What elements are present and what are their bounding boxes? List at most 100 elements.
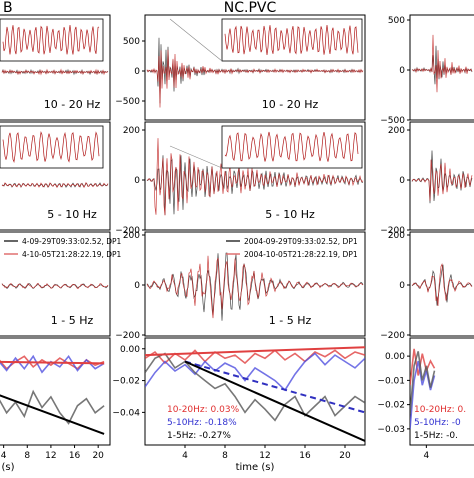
- fit-line: [0, 360, 105, 365]
- x-tick-label: 16: [299, 451, 311, 461]
- strain-series: [0, 389, 105, 425]
- band-label: 10 - 20 Hz: [44, 98, 101, 111]
- station-left-row-3: 1 - 5 Hz 4-09-29T09:33:02.52, DP1 4-10-05T…: [0, 231, 122, 337]
- x-axis-label: (s): [1, 462, 14, 473]
- left-station-title: B: [3, 0, 13, 16]
- y-tick-label: −0.01: [377, 376, 405, 386]
- x-tick-label: 4: [1, 451, 7, 461]
- y-tick-label: 0: [399, 66, 405, 76]
- strain-series: [145, 352, 365, 392]
- x-tick-label: 16: [69, 451, 81, 461]
- legend-label: 2004-10-05T21:28:22.19, DP1: [244, 250, 358, 259]
- waveform-trace-event-2: [411, 159, 473, 201]
- waveform-trace-event-1: [411, 45, 473, 85]
- legend-label: 2004-09-29T09:33:02.52, DP1: [244, 237, 358, 246]
- band-label: 1 - 5 Hz: [51, 314, 94, 327]
- x-tick-label: 12: [259, 451, 270, 461]
- x-tick-label: 4: [423, 451, 429, 461]
- plot-layer: 10 - 20 Hz 5 - 10 Hz 1 - 5 Hz 4-09-29T09:33…: [0, 14, 474, 473]
- y-tick-label: −0.03: [377, 425, 405, 435]
- band-label: 5 - 10 Hz: [265, 208, 315, 221]
- x-tick-label: 8: [24, 451, 30, 461]
- x-axis-label: time (s): [236, 462, 275, 473]
- axes-frame: [144, 231, 366, 337]
- axes-frame: [144, 337, 366, 446]
- station-right-row-4: 0.00 −0.01 −0.02 −0.03 4 10-20Hz: 0. 5-10Hz: -…: [377, 337, 474, 461]
- rate-annotation: 10-20Hz: 0.: [414, 405, 466, 415]
- y-tick-label: 0: [399, 281, 405, 291]
- station-left-row-2: 5 - 10 Hz: [0, 121, 111, 231]
- band-label: 1 - 5 Hz: [269, 314, 312, 327]
- y-tick-label: −200: [380, 226, 405, 236]
- y-tick-label: 200: [388, 126, 405, 136]
- inset-trace: [224, 131, 359, 162]
- waveform-trace-event-2: [1, 282, 109, 290]
- fit-line: [184, 360, 365, 414]
- inset-connector: [169, 145, 223, 169]
- rate-annotation: 5-10Hz: -0.18%: [167, 418, 237, 428]
- y-tick-label: −500: [115, 97, 140, 107]
- inset-connector: [169, 18, 223, 62]
- waveform-trace-event-2: [411, 262, 473, 307]
- y-tick-label: −500: [380, 116, 405, 126]
- station-left-row-4: 4 8 12 16 20 (s): [0, 337, 111, 473]
- x-tick-label: 12: [45, 451, 56, 461]
- axes-frame: [0, 337, 111, 446]
- waveform-trace-event-1: [411, 264, 473, 306]
- axes-frame: [0, 121, 111, 231]
- legend: 2004-09-29T09:33:02.52, DP1 2004-10-05T21…: [226, 237, 358, 259]
- y-tick-label: 0: [399, 176, 405, 186]
- rate-annotation: 1-5Hz: -0.27%: [167, 431, 231, 441]
- strain-series: [410, 351, 436, 415]
- waveform-trace-event-2: [146, 255, 364, 319]
- panel-titles: B NC.PVC: [3, 0, 276, 16]
- axes-frame: [409, 337, 474, 446]
- station-center: 500 0 −500 10 - 20 Hz 200 0 −200 5 - 10 Hz 200 0 −…: [112, 14, 366, 473]
- station-left: 10 - 20 Hz 5 - 10 Hz 1 - 5 Hz 4-09-29T09:33…: [0, 14, 122, 473]
- x-tick-label: 4: [182, 451, 188, 461]
- x-tick-label: 20: [92, 451, 104, 461]
- station-right-row-3: 200 0 −200: [380, 231, 474, 341]
- inset-trace: [2, 131, 100, 163]
- x-tick-label: 8: [222, 451, 228, 461]
- y-tick-label: 0: [134, 281, 140, 291]
- station-right-row-2: 200 0 −200: [380, 121, 474, 236]
- band-label: 10 - 20 Hz: [262, 98, 319, 111]
- axes-frame: [409, 231, 474, 337]
- zoom-inset: [221, 18, 363, 62]
- y-tick-label: −200: [380, 331, 405, 341]
- rate-annotation: 1-5Hz: -0.: [414, 431, 458, 441]
- axes-frame: [0, 14, 111, 121]
- y-tick-label: −0.04: [112, 408, 140, 418]
- band-label: 5 - 10 Hz: [47, 208, 97, 221]
- y-tick-label: 0.00: [385, 352, 405, 362]
- y-tick-label: 0.00: [120, 345, 140, 355]
- axes-frame: [409, 121, 474, 231]
- legend-label: 4-09-29T09:33:02.52, DP1: [22, 237, 122, 246]
- station-center-row-1: 500 0 −500 10 - 20 Hz: [115, 14, 366, 121]
- waveform-trace-event-1: [411, 150, 473, 204]
- inset-trace: [2, 24, 100, 55]
- waveform-trace-event-1: [1, 282, 109, 290]
- data-lines: [0, 354, 105, 435]
- strain-series: [410, 348, 436, 386]
- axes-frame: [409, 14, 474, 121]
- y-tick-label: −0.02: [377, 401, 405, 411]
- waveform-trace-event-2: [146, 49, 364, 108]
- station-right-row-1: 500 0 −500: [380, 14, 474, 126]
- y-tick-label: 500: [388, 16, 405, 26]
- rate-annotation: 5-10Hz: -0: [414, 418, 461, 428]
- y-tick-label: −0.02: [112, 377, 140, 387]
- y-tick-label: −200: [115, 226, 140, 236]
- inset-trace: [224, 25, 359, 55]
- axes-frame: [144, 121, 366, 231]
- fit-line: [184, 360, 365, 442]
- fit-line: [145, 346, 365, 357]
- x-tick-label: 20: [339, 451, 351, 461]
- waveform-trace-event-2: [1, 68, 109, 76]
- axes-frame: [0, 231, 111, 337]
- zoom-inset: [0, 125, 104, 169]
- y-tick-label: 0: [134, 67, 140, 77]
- y-tick-label: 200: [123, 126, 140, 136]
